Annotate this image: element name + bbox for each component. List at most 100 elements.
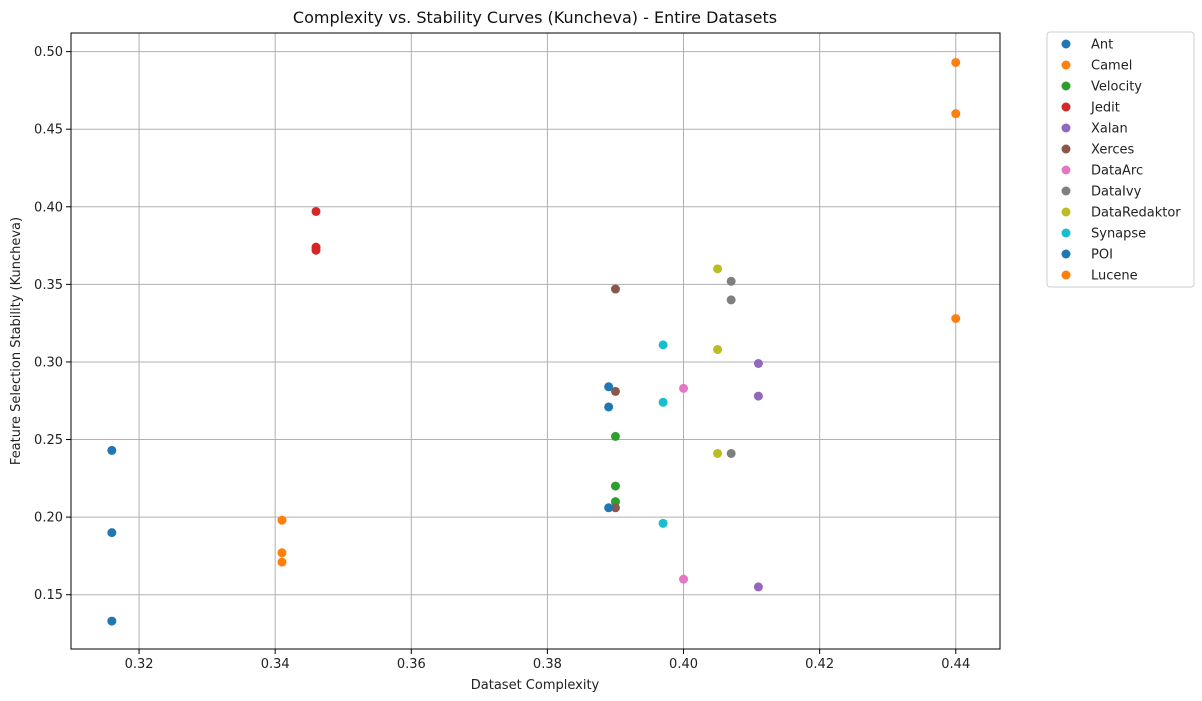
data-point xyxy=(753,582,763,592)
x-axis-title: Dataset Complexity xyxy=(471,678,600,693)
data-point xyxy=(713,264,723,274)
data-point xyxy=(610,284,620,294)
series-xerces xyxy=(610,284,620,513)
y-tick-label: 0.15 xyxy=(34,588,63,603)
legend-item-dataredaktor: DataRedaktor xyxy=(1061,206,1181,221)
x-tick-label: 0.40 xyxy=(669,657,698,672)
data-point xyxy=(726,448,736,458)
x-tick-label: 0.32 xyxy=(125,657,154,672)
legend-label: DataRedaktor xyxy=(1091,206,1181,221)
data-point xyxy=(107,616,117,626)
data-point xyxy=(610,481,620,491)
legend: Ant Camel Velocity Jedit Xalan Xerces DataArc D… xyxy=(1046,31,1195,288)
data-point xyxy=(311,206,321,216)
legend-label: Velocity xyxy=(1091,80,1142,95)
x-tick-label: 0.44 xyxy=(941,657,970,672)
y-tick-label: 0.50 xyxy=(34,45,63,60)
legend-marker xyxy=(1061,165,1071,175)
y-tick-label: 0.40 xyxy=(34,200,63,215)
data-point xyxy=(713,448,723,458)
series-lucene xyxy=(951,57,961,324)
legend-label: POI xyxy=(1091,248,1113,263)
legend-label: Lucene xyxy=(1091,269,1138,284)
legend-label: Synapse xyxy=(1091,227,1146,242)
legend-marker xyxy=(1061,249,1071,259)
data-point xyxy=(107,445,117,455)
series-synapse xyxy=(658,340,668,528)
series-ant xyxy=(107,445,117,626)
y-tick-label: 0.20 xyxy=(34,511,63,526)
legend-item-synapse: Synapse xyxy=(1061,227,1146,242)
series-dataivy xyxy=(726,276,736,458)
legend-item-camel: Camel xyxy=(1061,59,1132,74)
legend-frame xyxy=(1046,31,1195,288)
data-point xyxy=(726,295,736,305)
series-dataarc xyxy=(679,383,689,584)
legend-label: DataIvy xyxy=(1091,185,1142,200)
legend-marker xyxy=(1061,207,1071,217)
legend-item-lucene: Lucene xyxy=(1061,269,1138,284)
data-point xyxy=(604,503,614,513)
data-point xyxy=(610,386,620,396)
data-point xyxy=(951,109,961,119)
legend-item-xerces: Xerces xyxy=(1061,143,1135,158)
data-point xyxy=(610,431,620,441)
grid-lines xyxy=(71,33,1000,649)
legend-marker xyxy=(1061,102,1071,112)
data-point xyxy=(658,397,668,407)
legend-label: DataArc xyxy=(1091,164,1143,179)
data-point xyxy=(713,345,723,355)
legend-label: Ant xyxy=(1091,38,1113,53)
x-tick-label: 0.36 xyxy=(397,657,426,672)
legend-item-ant: Ant xyxy=(1061,38,1113,53)
legend-label: Jedit xyxy=(1090,101,1120,116)
legend-label: Xerces xyxy=(1091,143,1135,158)
legend-label: Camel xyxy=(1091,59,1132,74)
y-tick-label: 0.25 xyxy=(34,433,63,448)
y-tick-label: 0.30 xyxy=(34,355,63,370)
legend-marker xyxy=(1061,60,1071,70)
series-jedit xyxy=(311,206,321,255)
data-point xyxy=(277,548,287,558)
data-point xyxy=(610,503,620,513)
legend-item-poi: POI xyxy=(1061,248,1113,263)
data-point xyxy=(658,518,668,528)
data-point xyxy=(610,497,620,507)
legend-marker xyxy=(1061,270,1071,280)
data-point xyxy=(753,358,763,368)
data-point xyxy=(679,383,689,393)
legend-marker xyxy=(1061,186,1071,196)
series-camel xyxy=(277,515,287,567)
data-point xyxy=(311,245,321,255)
x-tick-label: 0.34 xyxy=(261,657,290,672)
legend-item-velocity: Velocity xyxy=(1061,80,1142,95)
legend-item-jedit: Jedit xyxy=(1061,101,1120,116)
chart-title: Complexity vs. Stability Curves (Kunchev… xyxy=(293,8,777,27)
y-axis-title: Feature Selection Stability (Kuncheva) xyxy=(9,217,24,465)
data-point xyxy=(753,391,763,401)
plot-frame xyxy=(70,32,1001,650)
legend-item-dataarc: DataArc xyxy=(1061,164,1143,179)
series-velocity xyxy=(610,431,620,507)
data-point xyxy=(277,557,287,567)
legend-marker xyxy=(1061,123,1071,133)
legend-marker xyxy=(1061,144,1071,154)
data-point xyxy=(604,382,614,392)
data-point xyxy=(658,340,668,350)
data-points xyxy=(107,57,961,626)
legend-marker xyxy=(1061,228,1071,238)
legend-label: Xalan xyxy=(1091,122,1128,137)
y-axis-ticks: 0.15 0.20 0.25 0.30 0.35 0.40 0.45 0.50 xyxy=(34,45,71,603)
data-point xyxy=(726,276,736,286)
series-poi xyxy=(604,382,614,513)
data-point xyxy=(951,57,961,67)
series-xalan xyxy=(753,358,763,592)
data-point xyxy=(604,402,614,412)
x-tick-label: 0.42 xyxy=(805,657,834,672)
legend-items: Ant Camel Velocity Jedit Xalan Xerces DataArc D… xyxy=(1061,38,1181,284)
series-dataredaktor xyxy=(713,264,723,458)
data-point xyxy=(679,574,689,584)
x-axis-ticks: 0.32 0.34 0.36 0.38 0.40 0.42 0.44 xyxy=(125,649,970,672)
